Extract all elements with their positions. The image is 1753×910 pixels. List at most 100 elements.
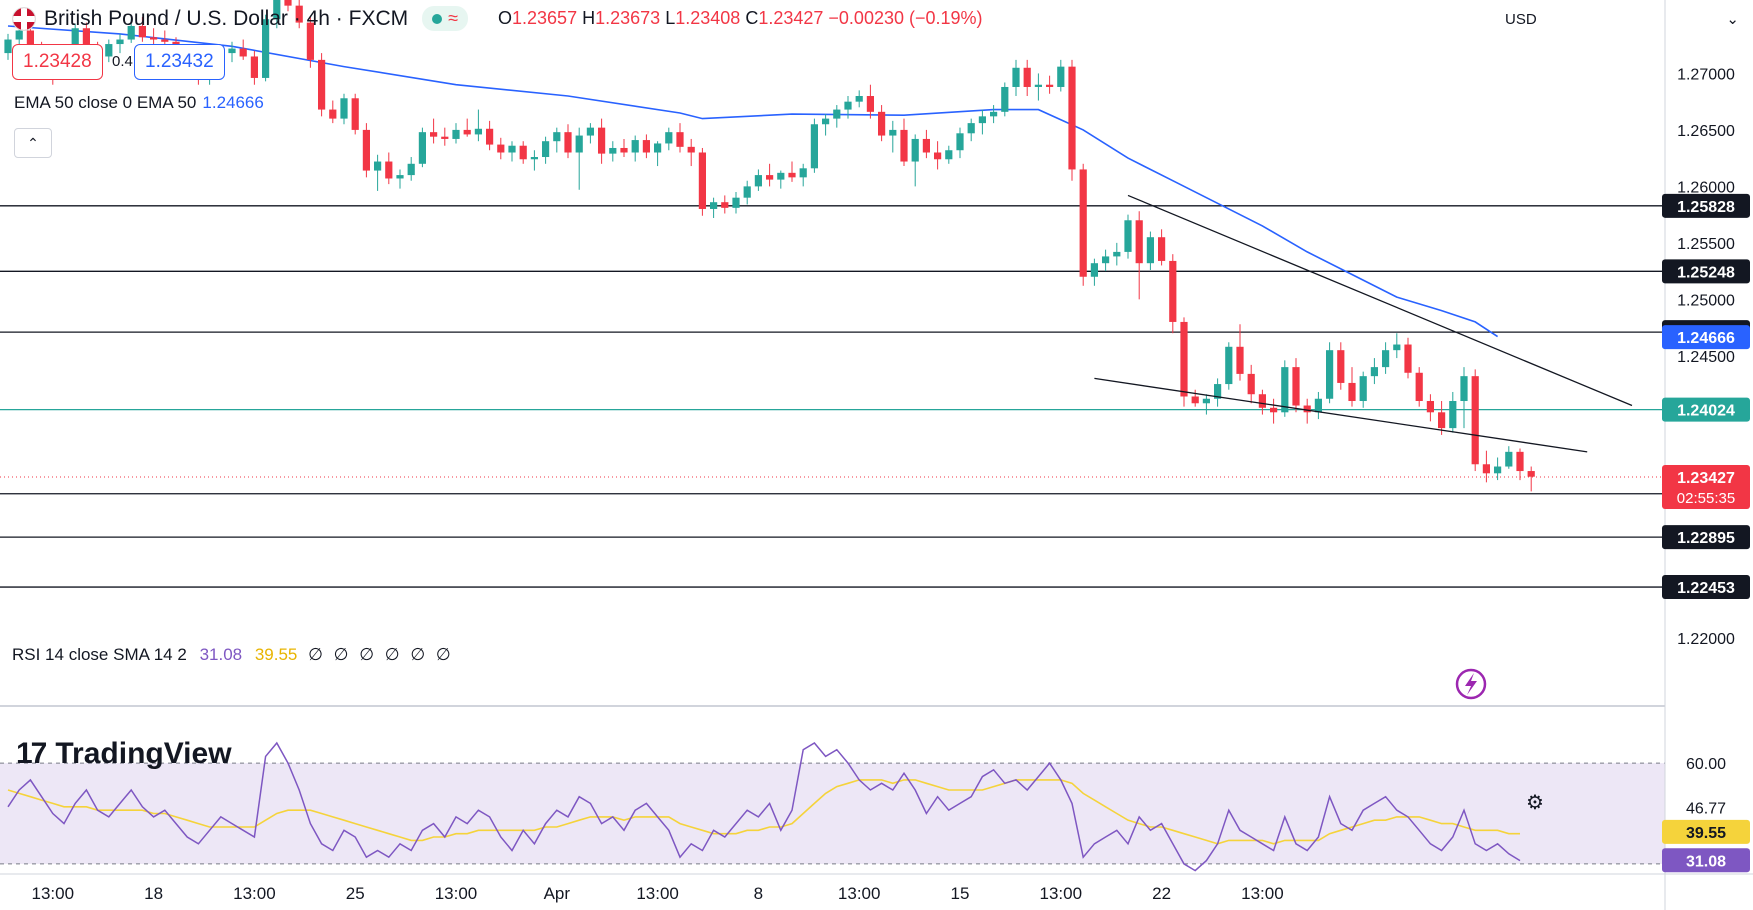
candle[interactable] xyxy=(878,105,886,142)
candle[interactable] xyxy=(642,134,650,159)
candle[interactable] xyxy=(1359,371,1367,408)
candle[interactable] xyxy=(351,93,359,135)
candle[interactable] xyxy=(463,118,471,137)
candle[interactable] xyxy=(553,127,561,153)
candle[interactable] xyxy=(407,157,415,181)
candle[interactable] xyxy=(732,192,740,214)
candle[interactable] xyxy=(889,120,897,153)
candle[interactable] xyxy=(340,93,348,125)
candle[interactable] xyxy=(273,0,281,29)
candle[interactable] xyxy=(1527,466,1535,492)
candle[interactable] xyxy=(1281,360,1289,417)
candle[interactable] xyxy=(945,145,953,164)
candle[interactable] xyxy=(1214,378,1222,407)
rsi-sma-tag[interactable]: 39.55 xyxy=(1686,825,1726,842)
last-price-tag[interactable]: 1.23427 xyxy=(1677,470,1735,487)
candle[interactable] xyxy=(418,127,426,168)
candle[interactable] xyxy=(116,33,124,54)
candle[interactable] xyxy=(575,127,583,190)
collapse-legend-button[interactable]: ⌃ xyxy=(14,128,52,158)
candle[interactable] xyxy=(1370,358,1378,385)
candle[interactable] xyxy=(990,105,998,124)
candle[interactable] xyxy=(262,14,270,82)
candle[interactable] xyxy=(519,141,527,164)
candle[interactable] xyxy=(844,96,852,119)
candle[interactable] xyxy=(497,137,505,160)
lightning-icon[interactable] xyxy=(1455,668,1487,700)
candle[interactable] xyxy=(687,138,695,167)
candle[interactable] xyxy=(710,197,718,219)
time-axis[interactable]: 13:00 18 13:00 25 13:00 Apr 13:00 8 13:00 15 13:00… xyxy=(32,884,1284,903)
candle[interactable] xyxy=(1314,391,1322,420)
market-status[interactable]: ≈ xyxy=(422,6,468,31)
candle[interactable] xyxy=(620,138,628,158)
candle[interactable] xyxy=(1169,254,1177,334)
candle[interactable] xyxy=(1046,75,1054,94)
candle[interactable] xyxy=(1124,214,1132,259)
candle[interactable] xyxy=(1102,249,1110,272)
candle[interactable] xyxy=(1415,367,1423,407)
candle[interactable] xyxy=(1438,401,1446,435)
buy-button[interactable]: 1.23432 xyxy=(134,44,225,80)
candle[interactable] xyxy=(822,114,830,136)
candle[interactable] xyxy=(1348,367,1356,407)
candle[interactable] xyxy=(1158,229,1166,266)
candle[interactable] xyxy=(855,90,863,108)
candle[interactable] xyxy=(1113,242,1121,266)
candle[interactable] xyxy=(318,53,326,117)
candle[interactable] xyxy=(295,0,303,29)
candle[interactable] xyxy=(452,123,460,144)
candle[interactable] xyxy=(1326,342,1334,404)
candle[interactable] xyxy=(1001,82,1009,117)
candle[interactable] xyxy=(743,180,751,205)
candle[interactable] xyxy=(1404,337,1412,379)
candle[interactable] xyxy=(654,141,662,167)
candle[interactable] xyxy=(508,141,516,162)
price-axis[interactable]: 1.27000 1.26500 1.26000 1.25500 1.25000 1.245… xyxy=(1662,66,1750,648)
candle[interactable] xyxy=(766,163,774,187)
candle[interactable] xyxy=(306,16,314,68)
candle[interactable] xyxy=(542,136,550,164)
sell-button[interactable]: 1.23428 xyxy=(12,44,103,80)
tradingview-logo[interactable]: 17 TradingView xyxy=(16,737,232,771)
rsi-legend[interactable]: RSI 14 close SMA 14 2 31.08 39.55 ∅ ∅ ∅ … xyxy=(6,641,457,669)
candle[interactable] xyxy=(239,39,247,60)
candle[interactable] xyxy=(1012,59,1020,97)
candle[interactable] xyxy=(598,118,606,164)
ema-legend[interactable]: EMA 50 close 0 EMA 50 1.24666 xyxy=(14,93,264,113)
symbol-title[interactable]: British Pound / U.S. Dollar · 4h · FXCM xyxy=(44,6,409,30)
candle[interactable] xyxy=(1191,389,1199,407)
candle[interactable] xyxy=(967,118,975,142)
level-price-tag[interactable]: 1.24024 xyxy=(1677,403,1735,420)
candle[interactable] xyxy=(956,127,964,159)
candle[interactable] xyxy=(1426,394,1434,422)
candle[interactable] xyxy=(721,195,729,214)
candle[interactable] xyxy=(1057,59,1065,92)
candle[interactable] xyxy=(1202,394,1210,415)
candle[interactable] xyxy=(1135,211,1143,300)
candle[interactable] xyxy=(474,109,482,142)
candle[interactable] xyxy=(362,123,370,178)
candle[interactable] xyxy=(934,141,942,170)
candle[interactable] xyxy=(676,123,684,153)
candle[interactable] xyxy=(788,161,796,182)
candle[interactable] xyxy=(127,19,135,43)
candle[interactable] xyxy=(911,134,919,187)
candle[interactable] xyxy=(1292,358,1300,413)
candle[interactable] xyxy=(698,147,706,216)
candle[interactable] xyxy=(250,50,258,85)
candle[interactable] xyxy=(1225,342,1233,390)
rsi-sma-line[interactable] xyxy=(7,779,1520,845)
candle[interactable] xyxy=(1270,398,1278,424)
candle[interactable] xyxy=(1146,231,1154,270)
trendline[interactable] xyxy=(1127,194,1633,407)
candle[interactable] xyxy=(1449,391,1457,433)
candle[interactable] xyxy=(1494,457,1502,481)
candle[interactable] xyxy=(1068,59,1076,181)
candle[interactable] xyxy=(385,152,393,185)
candle[interactable] xyxy=(777,170,785,189)
candle[interactable] xyxy=(799,163,807,187)
level-price-tag[interactable]: 1.25248 xyxy=(1677,264,1735,281)
candle[interactable] xyxy=(1471,369,1479,472)
candle[interactable] xyxy=(1393,333,1401,359)
